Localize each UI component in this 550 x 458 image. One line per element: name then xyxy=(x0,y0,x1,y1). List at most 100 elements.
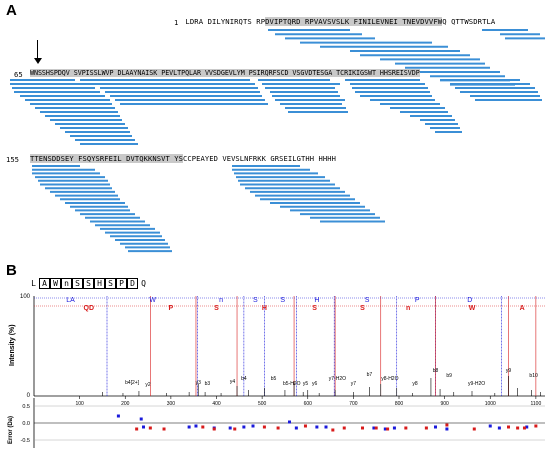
error-point-y xyxy=(331,428,335,432)
seq-residue: H xyxy=(94,278,105,289)
seq-residue: Q xyxy=(138,278,149,289)
y-ion-residue-label: QD xyxy=(84,305,95,312)
peak-label: y9-H2O xyxy=(468,381,485,387)
peak-label: b10 xyxy=(529,373,538,379)
b-ion-residue-label: S xyxy=(253,297,258,304)
x-tick-label: 300 xyxy=(167,401,176,407)
error-point-b xyxy=(488,424,492,428)
peptide-coverage-bars xyxy=(10,29,545,253)
peak-label: b5-H2O xyxy=(283,381,301,387)
error-point-b xyxy=(242,425,246,429)
error-point-y xyxy=(148,426,152,430)
peak-label: b4[2+] xyxy=(125,380,140,386)
peak-label: b7 xyxy=(367,372,373,378)
x-tick-label: 100 xyxy=(75,401,84,407)
error-point-b xyxy=(445,427,449,431)
y-ion-residue-label: n xyxy=(406,305,410,312)
row3-number: 155 xyxy=(6,155,19,164)
row3-covered: TTENSDDSEY FSQYSRFEIL DVTQKKNSVT YS xyxy=(30,154,183,163)
x-tick-label: 700 xyxy=(349,401,358,407)
y-ion-residue-label: S xyxy=(360,305,365,312)
x-tick-label: 500 xyxy=(258,401,267,407)
b-ion-residue-label: W xyxy=(149,297,156,304)
error-tick-top: 0.5 xyxy=(22,404,30,410)
error-point-b xyxy=(194,424,198,428)
error-point-b xyxy=(139,417,143,421)
row3-sequence: TTENSDDSEY FSQYSRFEIL DVTQKKNSVT YSCCPEA… xyxy=(30,154,336,163)
seq-residue: A xyxy=(39,278,50,289)
x-tick-label: 400 xyxy=(212,401,221,407)
b-ion-residue-label: P xyxy=(415,297,420,304)
peak-label: y3 xyxy=(196,380,202,386)
y-ion-residue-label: W xyxy=(469,305,476,312)
b-ion-residue-label: H xyxy=(314,297,319,304)
row1-number: 1 xyxy=(174,18,179,27)
b-ion-residue-label: S xyxy=(365,297,370,304)
y-ion-residue-label: P xyxy=(169,305,174,312)
error-point-y xyxy=(135,427,139,431)
error-point-b xyxy=(251,424,255,428)
peak-label: y2 xyxy=(145,382,151,388)
error-point-y xyxy=(162,427,166,431)
row2-covered: WNSSHSPDQV SVPISSLWVP DLAAYNAISK PEVLTPQ… xyxy=(30,69,420,77)
error-point-y xyxy=(445,423,449,427)
seq-residue: D xyxy=(127,278,138,289)
peak-label: y8-H2O xyxy=(381,376,398,382)
error-point-y xyxy=(361,426,364,430)
y-ion-residue-label: A xyxy=(520,305,525,312)
y-tick-0: 0 xyxy=(27,393,31,399)
b-ion-residue-label: LA xyxy=(66,297,75,304)
error-point-b xyxy=(392,426,396,430)
x-tick-label: 900 xyxy=(440,401,449,407)
error-point-y xyxy=(342,426,346,430)
error-tick-mid: 0.0 xyxy=(22,421,30,427)
b-ion-residue-label: D xyxy=(467,297,472,304)
peak-label: b4 xyxy=(241,376,247,382)
error-point-y xyxy=(233,427,237,431)
ms-spectrum: 100 0 Intensity (%) 0.5 0.0 -0.5 Error (… xyxy=(8,294,545,448)
y-ion-residue-label: H xyxy=(262,305,267,312)
row1-plain: LDRA DILYNIRQTS RP xyxy=(181,17,266,26)
error-point-b xyxy=(228,426,232,430)
row1-tail: Q QTTWSDRTLA xyxy=(442,17,496,26)
error-point-y xyxy=(534,424,538,428)
peak-label: y7-H2O xyxy=(329,376,346,382)
peak-label: y6 xyxy=(312,381,318,387)
error-tick-bottom: -0.5 xyxy=(21,438,30,444)
seq-residue: S xyxy=(83,278,94,289)
error-point-b xyxy=(294,426,298,430)
seq-residue: L xyxy=(28,278,39,289)
y-tick-100: 100 xyxy=(20,294,31,300)
peak-label: y4 xyxy=(230,379,236,385)
seq-residue: S xyxy=(105,278,116,289)
row2-number: 65 xyxy=(14,70,23,79)
y-ion-residue-label: S xyxy=(312,305,317,312)
x-tick-label: 1000 xyxy=(485,401,496,407)
error-point-b xyxy=(324,425,328,429)
error-axis-label: Error (Da) xyxy=(8,416,14,444)
seq-residue: P xyxy=(116,278,127,289)
row1-sequence: LDRA DILYNIRQTS RPDVIPTQRD RPVAVSVSLK FI… xyxy=(181,17,495,26)
row2-sequence: WNSSHSPDQV SVPISSLWVP DLAAYNAISK PEVLTPQ… xyxy=(30,69,420,77)
peak-label: y5 xyxy=(303,381,309,387)
error-point-b xyxy=(525,425,529,429)
seq-residue: W xyxy=(50,278,61,289)
row1-covered: DVIPTQRD RPVAVSVSLK FINILEVNEI TNEVDVVFW xyxy=(265,17,443,26)
peak-label: y7 xyxy=(351,381,357,387)
peak-label: b5 xyxy=(271,376,277,382)
error-point-y xyxy=(472,427,476,431)
error-point-b xyxy=(288,420,291,424)
error-point-y xyxy=(404,426,408,430)
b-ion-residue-label: S xyxy=(280,297,285,304)
error-point-y xyxy=(516,426,520,430)
x-tick-label: 200 xyxy=(121,401,130,407)
error-point-y xyxy=(374,426,378,430)
peak-label: y8 xyxy=(412,381,418,387)
error-point-b xyxy=(372,426,376,430)
error-point-y xyxy=(386,427,390,431)
peak-label: b9 xyxy=(446,373,452,379)
error-point-y xyxy=(201,425,205,429)
error-point-b xyxy=(497,426,501,430)
error-point-b xyxy=(116,414,120,418)
error-point-y xyxy=(212,427,216,431)
